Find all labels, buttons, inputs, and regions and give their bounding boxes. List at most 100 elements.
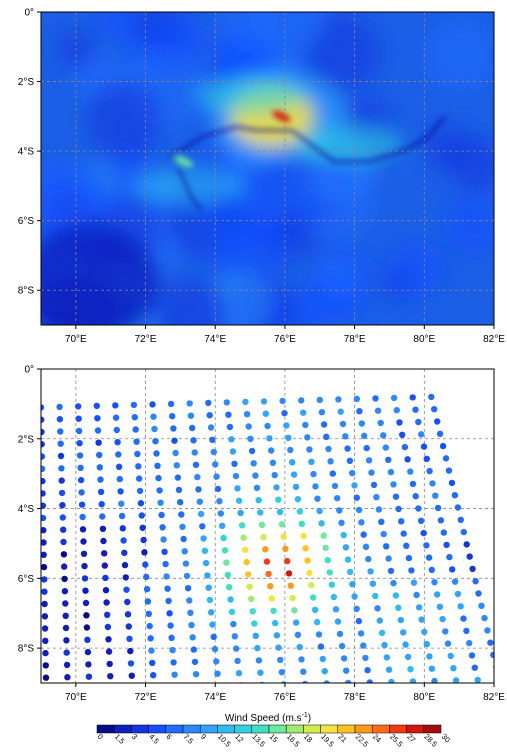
observation-dot	[41, 441, 45, 448]
observation-dot	[75, 415, 82, 422]
observation-dot	[262, 546, 269, 553]
upper-field-patch	[388, 240, 446, 299]
colorbar-tick-label: 6	[164, 732, 173, 741]
observation-dot	[41, 416, 45, 423]
observation-dot	[315, 631, 323, 638]
observation-dot	[298, 520, 305, 527]
observation-dot	[349, 581, 356, 588]
observation-dot	[257, 669, 264, 676]
observation-dot	[194, 683, 200, 689]
observation-dot	[442, 628, 449, 635]
observation-dot	[337, 408, 344, 415]
upper-y-tick-label: 4°S	[18, 147, 35, 158]
observation-dot	[383, 543, 390, 550]
observation-dot	[353, 395, 361, 403]
observation-dot	[41, 490, 46, 497]
observation-dot	[83, 612, 90, 619]
observation-dot	[323, 433, 330, 440]
observation-dot	[451, 492, 459, 499]
observation-dot	[319, 655, 326, 663]
observation-dot	[257, 509, 264, 516]
observation-dot	[250, 460, 257, 467]
observation-dot	[106, 660, 113, 668]
observation-dot	[135, 463, 142, 470]
observation-dot	[191, 658, 199, 666]
upper-wind-field	[41, 12, 494, 325]
observation-dot	[187, 609, 194, 616]
observation-dot	[187, 412, 195, 419]
observation-dot	[392, 592, 400, 599]
observation-dot	[298, 397, 305, 404]
colorbar-title: Wind Speed (m.s-1)	[225, 712, 311, 724]
upper-wind-streaks	[169, 110, 447, 211]
observation-dot	[195, 486, 202, 493]
observation-dot	[298, 656, 305, 663]
observation-dot	[77, 476, 85, 484]
observation-dot	[205, 584, 212, 591]
observation-dot	[346, 457, 354, 464]
observation-dot	[432, 492, 439, 499]
observation-dot	[190, 437, 197, 444]
observation-dot	[448, 479, 456, 487]
observation-dot	[41, 613, 49, 620]
colorbar-swatch	[337, 724, 356, 734]
observation-dot	[93, 402, 101, 410]
observation-dot	[340, 531, 347, 539]
observation-dot	[496, 676, 502, 682]
observation-dot	[206, 596, 214, 604]
observation-dot	[372, 592, 379, 600]
observation-dot	[82, 587, 89, 594]
observation-dot	[387, 468, 395, 476]
observation-dot	[96, 451, 103, 459]
upper-streak	[272, 110, 291, 122]
observation-dot	[59, 514, 66, 521]
observation-dot	[59, 502, 66, 509]
observation-dot	[362, 543, 370, 550]
upper-y-tick-label: 8°S	[18, 286, 35, 297]
observation-dot	[413, 591, 420, 599]
observation-dot	[42, 649, 49, 657]
observation-dot	[265, 570, 272, 578]
colorbar-swatch	[406, 724, 425, 734]
observation-dot	[168, 634, 175, 641]
observation-dot	[102, 587, 110, 594]
observation-dot	[116, 475, 124, 483]
observation-dot	[172, 449, 179, 457]
observation-dot	[57, 452, 65, 460]
observation-dot	[401, 443, 409, 451]
observation-dot	[338, 519, 345, 526]
observation-dot	[415, 505, 422, 512]
observation-dot	[378, 518, 385, 525]
observation-dot	[385, 555, 392, 562]
observation-dot	[374, 407, 382, 414]
observation-dot	[381, 641, 388, 649]
observation-dot	[99, 525, 107, 532]
observation-dot	[329, 470, 336, 477]
upper-x-tick-label: 72°E	[135, 334, 157, 345]
observation-dot	[358, 519, 365, 526]
observation-dot	[417, 517, 425, 524]
observation-dot	[258, 521, 266, 528]
observation-dot	[62, 600, 69, 607]
observation-dot	[324, 556, 331, 564]
lower-y-tick-label: 8°S	[18, 644, 35, 655]
observation-dot	[58, 489, 66, 497]
observation-dot	[86, 686, 92, 692]
observation-dot	[437, 517, 445, 524]
observation-dot	[228, 608, 236, 615]
observation-dot	[147, 635, 154, 642]
colorbar-tick-label: 1.5	[113, 732, 127, 746]
observation-dot	[336, 507, 343, 514]
observation-dot	[436, 603, 444, 610]
observation-dot	[287, 446, 294, 454]
observation-dot	[402, 641, 409, 648]
observation-dot	[325, 445, 332, 453]
observation-dot	[97, 488, 105, 496]
observation-dot	[345, 679, 352, 683]
colorbar-swatch	[285, 724, 304, 734]
observation-dot	[161, 548, 168, 555]
observation-dot	[460, 528, 467, 536]
observation-dot	[183, 572, 191, 580]
observation-dot	[312, 606, 319, 613]
observation-dot	[385, 666, 393, 673]
